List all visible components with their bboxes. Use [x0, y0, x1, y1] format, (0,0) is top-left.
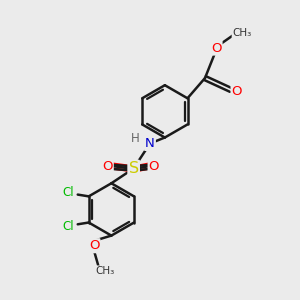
Text: CH₃: CH₃ [232, 28, 252, 38]
Text: Cl: Cl [62, 220, 74, 232]
Text: H: H [131, 132, 140, 145]
Text: S: S [129, 161, 139, 176]
Text: O: O [148, 160, 159, 173]
Text: O: O [232, 85, 242, 98]
Text: O: O [89, 239, 99, 252]
Text: O: O [211, 42, 221, 55]
Text: O: O [102, 160, 113, 173]
Text: N: N [145, 137, 155, 150]
Text: Cl: Cl [62, 186, 74, 199]
Text: CH₃: CH₃ [95, 266, 114, 276]
